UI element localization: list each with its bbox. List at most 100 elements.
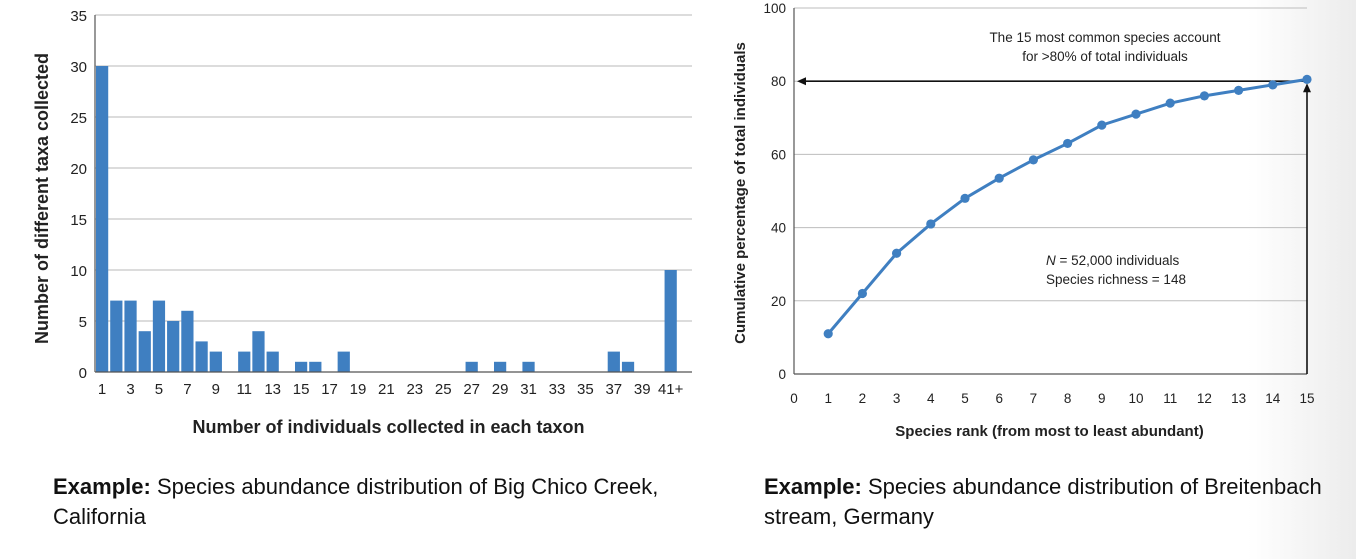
annotation-richness: Species richness = 148 [1046, 272, 1186, 287]
data-point [1028, 155, 1038, 165]
x-tick-label: 11 [1163, 391, 1177, 406]
y-tick-label: 30 [70, 59, 87, 76]
x-tick-label: 17 [321, 381, 338, 398]
x-tick-label: 25 [435, 381, 452, 398]
bar [621, 361, 635, 372]
x-tick-label: 39 [634, 381, 651, 398]
x-tick-label: 4 [927, 391, 935, 406]
data-point [1302, 74, 1312, 84]
data-point [823, 329, 833, 339]
bar [294, 361, 308, 372]
x-tick-label: 1 [824, 391, 832, 406]
annotation-top-line1: The 15 most common species account [989, 30, 1220, 45]
y-tick-label: 10 [70, 263, 87, 280]
x-tick-label: 33 [549, 381, 566, 398]
y-tick-label: 0 [778, 367, 786, 382]
y-tick-label: 40 [771, 221, 786, 236]
x-tick-label: 15 [1299, 391, 1314, 406]
bar [124, 300, 137, 372]
y-tick-label: 25 [70, 110, 87, 127]
bar [266, 351, 279, 372]
x-tick-label: 5 [155, 381, 163, 398]
x-tick-label: 41+ [658, 381, 684, 398]
caption-left: Example: Species abundance distribution … [53, 472, 703, 532]
x-tick-label: 12 [1197, 391, 1212, 406]
data-point [1268, 80, 1278, 90]
bar [522, 361, 535, 372]
bar [195, 341, 208, 372]
y-tick-label: 0 [79, 365, 87, 382]
horizontal-arrow-head [797, 77, 806, 86]
x-tick-label: 8 [1064, 391, 1072, 406]
bar [664, 270, 677, 372]
x-tick-label: 14 [1265, 391, 1281, 406]
x-tick-label: 1 [98, 381, 106, 398]
x-tick-label: 9 [212, 381, 220, 398]
bar [238, 351, 251, 372]
data-point [1234, 85, 1244, 95]
y-tick-label: 80 [771, 74, 786, 89]
x-tick-label: 21 [378, 381, 395, 398]
caption-left-text: Species abundance distribution of Big Ch… [53, 474, 659, 529]
bar [138, 331, 151, 372]
x-tick-label: 5 [961, 391, 969, 406]
x-axis-label: Number of individuals collected in each … [192, 417, 584, 437]
cumulative-line [827, 77, 1308, 335]
x-axis-label: Species rank (from most to least abundan… [895, 423, 1203, 440]
vertical-arrow-head [1303, 83, 1311, 93]
data-point [926, 219, 936, 229]
bar [607, 351, 620, 372]
x-tick-label: 29 [492, 381, 509, 398]
data-point [892, 248, 902, 258]
x-tick-label: 13 [264, 381, 281, 398]
data-point [1063, 138, 1073, 149]
data-point [1165, 98, 1175, 108]
data-point [1097, 120, 1107, 130]
x-tick-label: 10 [1128, 391, 1143, 406]
caption-left-bold: Example: [53, 474, 151, 499]
x-tick-label: 3 [893, 391, 901, 406]
y-tick-label: 60 [771, 147, 786, 162]
annotation-n: N = 52,000 individuals [1046, 253, 1179, 268]
y-tick-label: 35 [70, 8, 87, 25]
x-tick-label: 23 [406, 381, 423, 398]
y-tick-label: 20 [70, 161, 87, 178]
x-tick-label: 37 [605, 381, 622, 398]
x-tick-label: 31 [520, 381, 537, 398]
y-tick-label: 100 [763, 1, 786, 16]
x-tick-label: 19 [350, 381, 367, 398]
bar [95, 66, 109, 372]
bar [209, 351, 222, 372]
annotation-n-symbol: N [1046, 253, 1056, 268]
annotation-top-line2: for >80% of total individuals [1022, 49, 1188, 64]
x-tick-label: 27 [463, 381, 480, 398]
bar [493, 361, 507, 372]
data-point [857, 288, 868, 299]
y-axis-label: Number of different taxa collected [32, 53, 52, 344]
y-tick-label: 20 [771, 294, 786, 309]
caption-right-text: Species abundance distribution of Breite… [764, 474, 1322, 529]
caption-right: Example: Species abundance distribution … [764, 472, 1324, 532]
bar [181, 310, 194, 372]
bar [252, 331, 265, 372]
bar [337, 351, 350, 372]
x-tick-label: 0 [790, 391, 798, 406]
x-tick-label: 9 [1098, 391, 1106, 406]
x-tick-label: 15 [293, 381, 310, 398]
x-tick-label: 6 [995, 391, 1003, 406]
data-point [960, 193, 970, 203]
x-tick-label: 2 [859, 391, 867, 406]
bar [110, 300, 123, 372]
x-tick-label: 35 [577, 381, 594, 398]
bar [167, 321, 180, 372]
y-axis-label: Cumulative percentage of total individua… [732, 42, 749, 344]
y-tick-label: 5 [79, 314, 87, 331]
data-point [1131, 109, 1141, 119]
bar [465, 361, 478, 372]
x-tick-label: 13 [1231, 391, 1246, 406]
y-tick-label: 15 [70, 212, 87, 229]
data-point [994, 173, 1004, 183]
